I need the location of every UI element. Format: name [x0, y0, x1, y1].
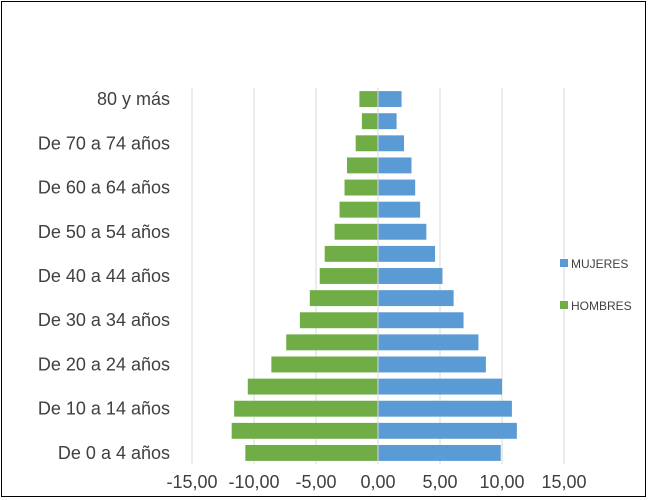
bar-hombres-16	[359, 91, 378, 108]
category-label-2: De 10 a 14 años	[38, 399, 170, 419]
bar-hombres-14	[355, 135, 378, 152]
bar-hombres-13	[347, 157, 378, 174]
bar-hombres-15	[361, 113, 378, 130]
x-tick-label-0: -15,00	[166, 472, 217, 492]
bar-hombres-1	[231, 422, 378, 439]
category-label-4: De 20 a 24 años	[38, 354, 170, 374]
bar-hombres-8	[319, 268, 378, 284]
legend-swatch-mujeres	[560, 259, 568, 267]
bar-mujeres-12	[378, 179, 416, 196]
bar-hombres-4	[271, 356, 378, 373]
bar-mujeres-7	[378, 290, 454, 307]
category-label-16: 80 y más	[97, 89, 170, 109]
bar-mujeres-1	[378, 422, 517, 439]
bar-mujeres-16	[378, 91, 402, 108]
bar-mujeres-8	[378, 268, 443, 284]
category-label-6: De 30 a 34 años	[38, 310, 170, 330]
legend-label-hombres: HOMBRES	[571, 299, 632, 313]
x-tick-label-4: 5,00	[422, 472, 457, 492]
category-label-12: De 60 a 64 años	[38, 178, 170, 198]
bar-mujeres-5	[378, 334, 479, 351]
x-tick-label-1: -10,00	[228, 472, 279, 492]
bar-mujeres-14	[378, 135, 405, 152]
bar-mujeres-9	[378, 245, 436, 262]
category-label-0: De 0 a 4 años	[58, 443, 170, 463]
bar-hombres-9	[324, 245, 378, 262]
legend: MUJERES HOMBRES	[560, 257, 632, 313]
bar-hombres-10	[334, 223, 378, 240]
bar-mujeres-15	[378, 113, 397, 130]
bars	[231, 88, 517, 464]
bar-mujeres-3	[378, 378, 502, 395]
bar-mujeres-2	[378, 400, 512, 417]
bar-hombres-7	[309, 290, 378, 307]
bar-hombres-6	[299, 312, 378, 329]
category-label-14: De 70 a 74 años	[38, 133, 170, 153]
bar-hombres-0	[245, 444, 378, 461]
bar-hombres-12	[344, 179, 378, 196]
legend-swatch-hombres	[560, 301, 568, 309]
bar-mujeres-13	[378, 157, 412, 174]
bar-mujeres-4	[378, 356, 486, 373]
bar-hombres-11	[339, 201, 378, 218]
x-tick-label-5: 10,00	[479, 472, 524, 492]
bar-mujeres-11	[378, 201, 421, 218]
bar-hombres-2	[234, 400, 378, 417]
category-label-10: De 50 a 54 años	[38, 222, 170, 242]
bar-hombres-5	[286, 334, 378, 351]
bar-mujeres-6	[378, 312, 464, 329]
category-labels: De 0 a 4 años De 10 a 14 años De 20 a 24 a…	[38, 89, 170, 463]
bar-mujeres-10	[378, 223, 427, 240]
x-tick-label-6: 15,00	[541, 472, 586, 492]
bar-mujeres-0	[378, 444, 501, 461]
x-tick-label-2: -5,00	[295, 472, 336, 492]
x-tick-label-3: 0,00	[360, 472, 395, 492]
x-tick-labels: -15,00 -10,00 -5,00 0,00 5,00 10,00 15,00	[166, 472, 586, 492]
category-label-8: De 40 a 44 años	[38, 266, 170, 286]
legend-label-mujeres: MUJERES	[571, 257, 628, 271]
bar-hombres-3	[247, 378, 378, 395]
